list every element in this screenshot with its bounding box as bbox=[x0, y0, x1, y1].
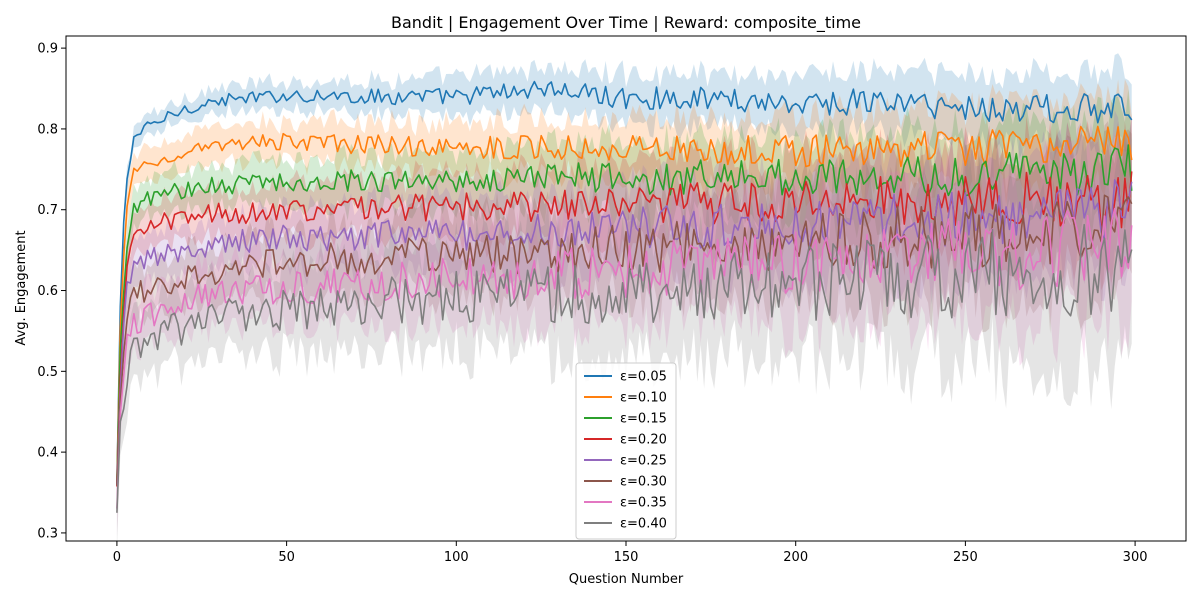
series-line bbox=[116, 80, 1133, 484]
legend-entry: ε=0.15 bbox=[620, 412, 667, 427]
legend-entry: ε=0.30 bbox=[620, 475, 667, 490]
chart-title: Bandit | Engagement Over Time | Reward: … bbox=[391, 13, 861, 33]
x-tick-label: 50 bbox=[278, 550, 295, 565]
y-tick-label: 0.7 bbox=[37, 203, 58, 218]
x-tick-label: 100 bbox=[444, 550, 469, 565]
legend-entry: ε=0.40 bbox=[620, 517, 667, 532]
confidence-band bbox=[116, 53, 1132, 498]
legend: ε=0.05 ε=0.10 ε=0.15 ε=0.20 ε=0.25 ε=0.30 ε=0.… bbox=[575, 362, 677, 540]
confidence-band bbox=[116, 113, 1132, 510]
y-tick-label: 0.9 bbox=[37, 42, 58, 57]
series-line bbox=[116, 223, 1133, 513]
y-tick-label: 0.5 bbox=[37, 365, 58, 380]
series-line bbox=[116, 125, 1133, 482]
confidence-band bbox=[116, 121, 1132, 509]
y-tick-label: 0.4 bbox=[37, 446, 58, 461]
y-axis-label: Avg. Engagement bbox=[14, 230, 29, 345]
y-tick-label: 0.3 bbox=[37, 526, 58, 541]
x-tick-label: 250 bbox=[953, 550, 978, 565]
y-tick-label: 0.8 bbox=[37, 122, 58, 137]
series-lines bbox=[116, 80, 1133, 513]
legend-entry: ε=0.20 bbox=[620, 433, 667, 448]
confidence-band bbox=[116, 126, 1132, 550]
x-tick-label: 300 bbox=[1123, 550, 1148, 565]
series-line bbox=[116, 144, 1133, 485]
legend-box bbox=[575, 362, 677, 540]
legend-entry: ε=0.05 bbox=[620, 370, 667, 385]
series-line bbox=[116, 171, 1133, 487]
confidence-band bbox=[116, 132, 1132, 537]
legend-entry: ε=0.10 bbox=[620, 391, 667, 406]
confidence-band bbox=[116, 79, 1132, 495]
legend-entry: ε=0.25 bbox=[620, 454, 667, 469]
x-axis: 0 50 100 150 200 250 300 bbox=[113, 541, 1148, 565]
y-axis: 0.3 0.4 0.5 0.6 0.7 0.8 0.9 bbox=[37, 42, 66, 541]
legend-entry: ε=0.35 bbox=[620, 496, 667, 511]
series-line bbox=[116, 194, 1133, 486]
x-tick-label: 0 bbox=[113, 550, 121, 565]
x-axis-label: Question Number bbox=[569, 572, 684, 587]
series-line bbox=[116, 179, 1133, 485]
x-tick-label: 150 bbox=[614, 550, 639, 565]
y-tick-label: 0.6 bbox=[37, 284, 58, 299]
x-tick-label: 200 bbox=[783, 550, 808, 565]
